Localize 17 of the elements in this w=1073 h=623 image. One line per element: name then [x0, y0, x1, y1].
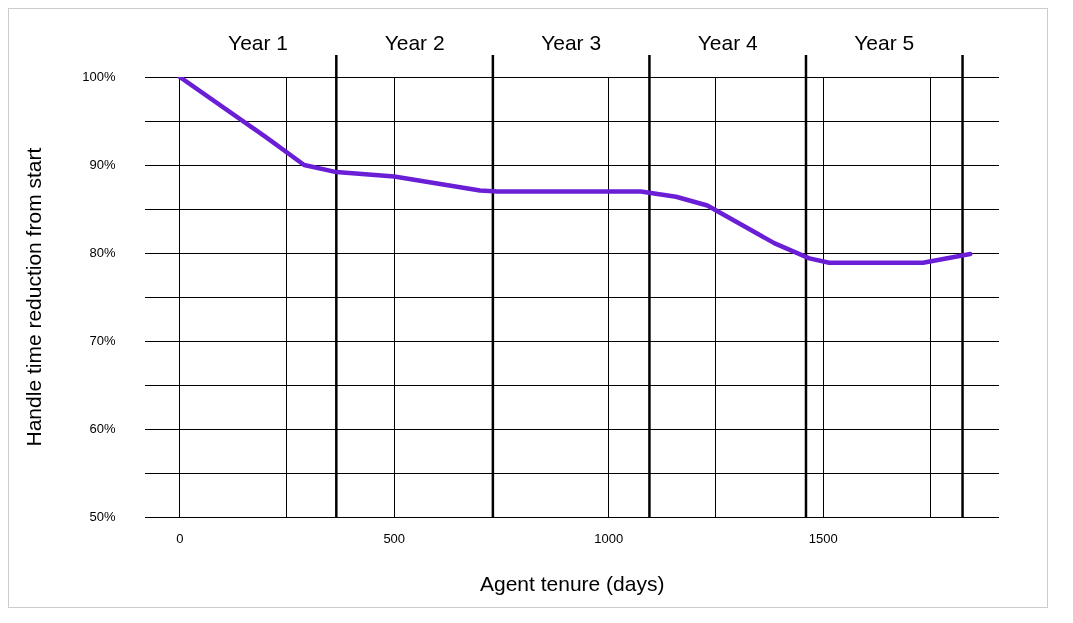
text: Year 5: [854, 30, 915, 54]
x-axis-title: Agent tenure (days): [480, 572, 665, 596]
x-tick-label: 0: [176, 530, 184, 546]
y-tick-label: 90%: [89, 156, 116, 172]
text: Year 1: [228, 30, 289, 54]
y-tick-label: 70%: [89, 332, 116, 348]
x-tick-label: 500: [383, 530, 406, 546]
y-tick-label: 80%: [89, 244, 116, 260]
y-tick-label: 100%: [82, 68, 116, 84]
text: Year 3: [541, 30, 602, 54]
text: Year 2: [384, 30, 445, 54]
y-tick-label: 60%: [89, 420, 116, 436]
text: Year 4: [697, 30, 758, 54]
y-axis-title: Handle time reduction from start: [22, 147, 46, 447]
x-tick-label: 1500: [808, 530, 838, 546]
x-tick-label: 1000: [594, 530, 624, 546]
y-tick-label: 50%: [89, 508, 116, 524]
